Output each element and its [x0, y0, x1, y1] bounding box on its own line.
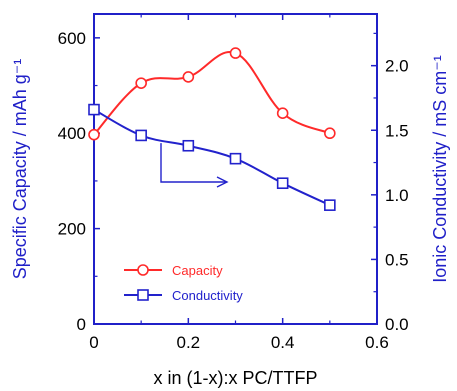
y-left-tick-label: 600 — [58, 29, 86, 48]
legend-capacity-marker — [137, 264, 149, 276]
y-right-tick-label: 1.0 — [385, 186, 409, 205]
plot-area: 0 0.2 0.4 0.6 0 200 400 600 0.0 0.5 1.0 1.5 2.0 x in … — [10, 13, 450, 388]
capacity-point — [88, 128, 100, 141]
y-right-tick-label: 1.5 — [385, 121, 409, 140]
capacity-point — [135, 77, 147, 89]
conductivity-point — [88, 103, 100, 116]
x-tick-label: 0 — [89, 333, 98, 352]
x-tick-label: 0.6 — [365, 333, 389, 352]
capacity-point — [229, 47, 242, 59]
capacity-point — [324, 127, 336, 140]
y-right-axis-title: Ionic Conductivity / mS cm⁻¹ — [430, 55, 450, 283]
conductivity-point — [324, 199, 336, 211]
y-left-tick-label: 200 — [58, 220, 86, 239]
capacity-line — [93, 51, 331, 136]
plot-frame — [93, 13, 378, 325]
conductivity-line — [93, 108, 331, 207]
legend-conductivity-marker — [137, 289, 149, 301]
annotation-arrow-head — [216, 176, 229, 188]
conductivity-point — [182, 139, 195, 152]
y-left-tick-label: 400 — [58, 124, 86, 143]
x-tick-label: 0.4 — [271, 333, 295, 352]
y-right-tick-label: 0.5 — [385, 250, 409, 269]
y-right-tick-label: 0.0 — [385, 315, 409, 334]
conductivity-point — [135, 129, 147, 142]
annotation-arrow-line — [160, 143, 226, 183]
y-left-axis-title: Specific Capacity / mAh g⁻¹ — [10, 59, 30, 280]
capacity-point — [182, 71, 195, 83]
x-tick-label: 0.2 — [177, 333, 201, 352]
legend-capacity-label: Capacity — [172, 263, 223, 278]
conductivity-point — [229, 152, 242, 165]
x-axis-title: x in (1-x):x PC/TTFP — [153, 368, 317, 388]
y-right-tick-label: 2.0 — [385, 57, 409, 76]
capacity-point — [276, 107, 289, 119]
legend-conductivity-label: Conductivity — [172, 288, 243, 303]
conductivity-point — [276, 177, 289, 190]
y-left-tick-label: 0 — [77, 315, 86, 334]
